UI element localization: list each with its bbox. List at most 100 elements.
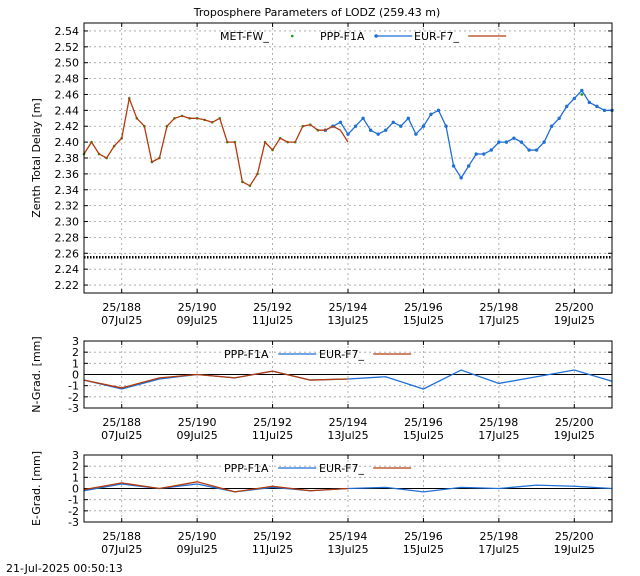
- data-point: [406, 116, 411, 120]
- data-point: [436, 108, 441, 113]
- x-tick-label-date: 15Jul25: [403, 543, 444, 556]
- x-tick-label-date: 09Jul25: [177, 543, 218, 556]
- x-tick-label-date: 11Jul25: [252, 429, 293, 442]
- data-point: [595, 104, 599, 109]
- y-tick-label: 2.52: [55, 41, 80, 54]
- y-tick-label: 2.46: [55, 88, 80, 101]
- legend-label: PPP-F1A: [224, 348, 269, 361]
- chart-title: Troposphere Parameters of LODZ (259.43 m…: [193, 6, 441, 19]
- x-tick-label-doy: 25/188: [102, 530, 141, 543]
- y-tick-label: 3: [72, 449, 79, 462]
- data-point: [497, 140, 501, 144]
- x-tick-label-doy: 25/194: [329, 416, 368, 429]
- x-tick-label-doy: 25/192: [253, 301, 292, 314]
- x-tick-label-date: 09Jul25: [177, 429, 218, 442]
- y-tick-label: -3: [68, 516, 79, 529]
- x-tick-label-doy: 25/196: [404, 416, 443, 429]
- y-tick-label: 2.30: [55, 216, 80, 229]
- y-tick-label: -3: [68, 402, 79, 415]
- x-tick-label-date: 19Jul25: [554, 429, 595, 442]
- data-point: [534, 148, 539, 152]
- x-tick-label-doy: 25/192: [253, 416, 292, 429]
- x-tick-label-date: 07Jul25: [101, 543, 142, 556]
- data-point: [512, 136, 516, 140]
- data-point: [399, 124, 403, 128]
- x-tick-label-date: 19Jul25: [554, 543, 595, 556]
- y-tick-label: 2.42: [55, 120, 80, 133]
- y-tick-label: 2.40: [55, 136, 80, 149]
- plot-frame: [83, 340, 613, 409]
- data-point: [414, 132, 418, 136]
- y-axis-label: N-Grad. [mm]: [30, 336, 43, 412]
- data-point: [466, 164, 471, 168]
- y-tick-label: 2.26: [55, 247, 80, 260]
- legend-label: EUR-F7_: [319, 348, 364, 361]
- data-point: [489, 148, 494, 152]
- series-line-eur-f7-: [83, 370, 349, 389]
- y-tick-label: -1: [68, 494, 79, 507]
- y-tick-label: 2.36: [55, 168, 80, 181]
- y-tick-label: 2: [72, 346, 79, 359]
- data-point: [346, 132, 350, 136]
- x-tick-label-doy: 25/188: [102, 416, 141, 429]
- plot-frame: [83, 454, 613, 523]
- x-tick-label-doy: 25/200: [555, 416, 594, 429]
- data-point: [549, 124, 554, 128]
- data-point: [504, 140, 509, 144]
- data-point: [444, 124, 448, 128]
- legend-sample: [290, 34, 294, 38]
- x-tick-label-doy: 25/194: [329, 530, 368, 543]
- data-point: [421, 124, 426, 128]
- data-point: [542, 140, 546, 144]
- x-tick-label-date: 13Jul25: [327, 314, 368, 327]
- data-point: [451, 164, 456, 168]
- y-tick-label: 1: [72, 471, 79, 484]
- x-tick-label-doy: 25/200: [555, 301, 594, 314]
- legend-label: EUR-F7_: [414, 30, 459, 43]
- x-tick-label-doy: 25/198: [480, 416, 519, 429]
- data-point: [565, 104, 569, 109]
- ztd-panel: 2.22 2.24 2.26 2.28 2.30 2.32 2.34 2.36 2.38 2.40…: [30, 22, 614, 327]
- y-tick-label: -2: [68, 391, 79, 404]
- y-tick-label: 2.24: [55, 263, 80, 276]
- y-tick-label: 0: [72, 483, 79, 496]
- x-tick-label-date: 11Jul25: [252, 543, 293, 556]
- data-point: [572, 96, 576, 101]
- x-tick-label-date: 17Jul25: [478, 429, 519, 442]
- x-tick-label-doy: 25/190: [178, 416, 217, 429]
- data-point: [602, 108, 607, 113]
- footer-timestamp: 21-Jul-2025 00:50:13: [6, 562, 123, 575]
- y-tick-label: -1: [68, 380, 79, 393]
- y-tick-label: 2.28: [55, 231, 80, 244]
- x-tick-label-date: 17Jul25: [478, 543, 519, 556]
- y-tick-label: 2.54: [55, 25, 80, 38]
- y-axis-label: E-Grad. [mm]: [30, 451, 43, 526]
- x-tick-label-date: 09Jul25: [177, 314, 218, 327]
- data-point: [587, 100, 592, 105]
- y-tick-label: 2: [72, 460, 79, 473]
- x-tick-label-doy: 25/190: [178, 301, 217, 314]
- x-tick-label-doy: 25/198: [480, 530, 519, 543]
- x-tick-label-date: 17Jul25: [478, 314, 519, 327]
- plot-frame: [83, 22, 613, 294]
- y-tick-label: -2: [68, 505, 79, 518]
- x-tick-label-doy: 25/190: [178, 530, 217, 543]
- data-point: [459, 176, 463, 180]
- data-point: [376, 132, 380, 136]
- x-tick-label-date: 07Jul25: [101, 314, 142, 327]
- data-point: [557, 116, 561, 120]
- y-tick-label: 2.22: [55, 279, 80, 292]
- data-point: [391, 120, 395, 124]
- data-point: [527, 148, 531, 152]
- x-tick-label-doy: 25/200: [555, 530, 594, 543]
- data-point: [338, 120, 343, 124]
- data-point: [474, 152, 478, 156]
- data-point: [519, 140, 524, 144]
- x-tick-label-doy: 25/192: [253, 530, 292, 543]
- x-tick-label-date: 15Jul25: [403, 314, 444, 327]
- y-tick-label: 3: [72, 335, 79, 348]
- x-tick-label-date: 19Jul25: [554, 314, 595, 327]
